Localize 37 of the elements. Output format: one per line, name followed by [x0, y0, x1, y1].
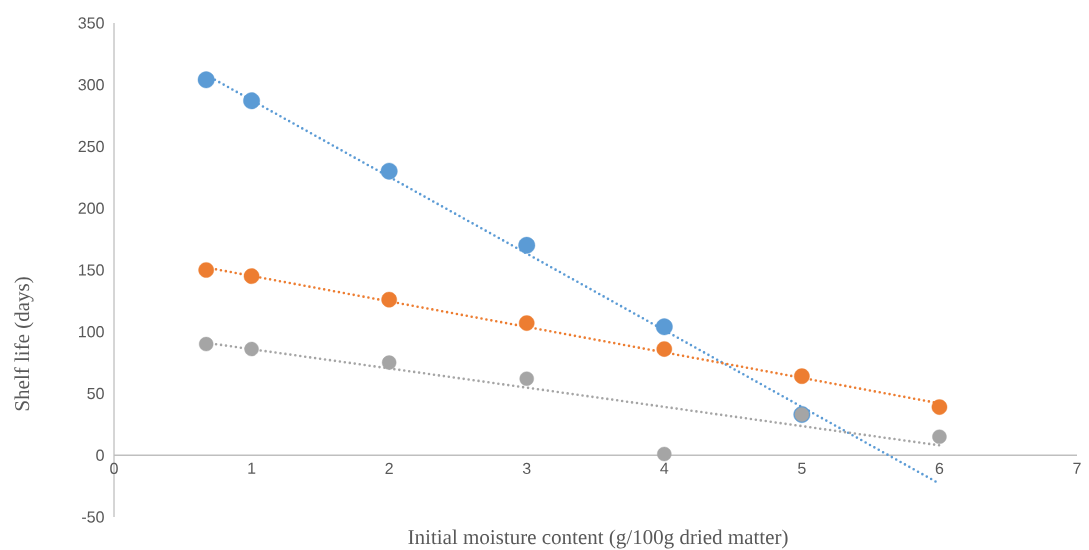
x-axis-title: Initial moisture content (g/100g dried matter)	[408, 529, 788, 549]
point	[197, 71, 215, 89]
point	[656, 341, 673, 357]
y-axis-title: Shelf life (days)	[14, 277, 34, 411]
y-tick-label: 150	[79, 264, 104, 276]
x-tick-label: 2	[385, 462, 393, 474]
point	[931, 399, 948, 415]
y-tick-label: 250	[78, 140, 104, 153]
point	[243, 268, 260, 284]
y-tick-label: 100	[79, 326, 104, 338]
x-tick-label: 4	[660, 462, 669, 474]
point	[243, 92, 260, 110]
x-tick-label: 3	[522, 462, 531, 475]
y-tick-label: 350	[78, 17, 104, 29]
x-tick-label: 1	[248, 462, 256, 474]
y-tick-label: -50	[82, 511, 104, 523]
point	[794, 368, 810, 384]
point	[518, 236, 536, 254]
x-tick-label: 6	[935, 462, 944, 475]
y-tick-label: 200	[78, 202, 104, 214]
point	[244, 341, 259, 357]
x-tick-label: 0	[110, 462, 118, 475]
point	[380, 162, 398, 180]
y-tick-label: 300	[78, 79, 104, 91]
point	[932, 429, 947, 444]
point	[519, 371, 534, 386]
point	[198, 336, 214, 352]
point	[198, 262, 214, 278]
x-tick-label: 7	[1073, 462, 1081, 474]
y-tick-label: 0	[96, 449, 104, 461]
point	[657, 446, 672, 462]
point	[381, 355, 397, 370]
y-tick-label: 50	[87, 387, 104, 400]
point	[655, 318, 673, 336]
x-tick-label: 5	[798, 462, 806, 474]
point	[518, 315, 535, 331]
point	[381, 291, 397, 308]
